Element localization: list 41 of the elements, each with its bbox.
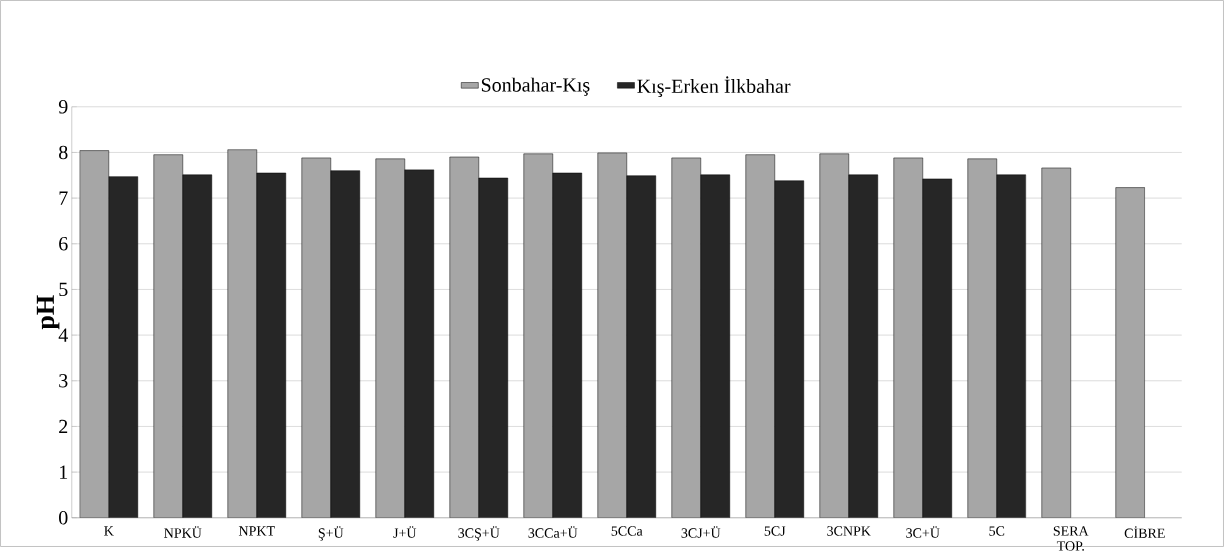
y-tick-label: 4 (58, 328, 68, 342)
bar (700, 174, 731, 518)
y-tick-label: 8 (59, 145, 68, 160)
x-tick-label: NPKÜ (164, 526, 202, 538)
y-tick-label: 9 (58, 100, 68, 114)
x-tick-label: 3CNPK (827, 526, 871, 536)
bar (922, 178, 953, 518)
x-tick-label: Ş+Ü (318, 526, 344, 541)
x-tick-label: 5CJ (764, 526, 786, 536)
bar (774, 180, 805, 518)
x-tick-label: J+Ü (393, 526, 417, 538)
x-tick-label: 3CJ+Ü (681, 526, 721, 538)
y-tick-label: 5 (59, 282, 68, 297)
x-tick-label: SERA TOP. (1053, 526, 1089, 551)
y-tick-label: 7 (59, 191, 68, 205)
x-tick-label: 3CŞ+Ü (458, 526, 500, 541)
x-tick-label: CİBRE (1124, 526, 1165, 538)
x-tick-label: 3C+Ü (906, 526, 940, 538)
y-axis-title: pH (36, 295, 60, 330)
x-tick-label: 3CCa+Ü (528, 526, 578, 538)
x-tick-label: 5C (989, 526, 1005, 536)
bar (330, 170, 361, 518)
bar (404, 169, 435, 518)
x-tick-label: 5CCa (611, 526, 643, 536)
bar (848, 174, 879, 518)
y-tick-label: 2 (59, 419, 68, 433)
y-tick-label: 1 (60, 465, 68, 479)
legend-label: Kış-Erken İlkbahar (637, 76, 791, 98)
bar (256, 172, 287, 518)
bar (478, 177, 509, 518)
legend-label: Sonbahar-Kış (481, 77, 590, 96)
bar (182, 174, 213, 518)
y-tick-label: 0 (59, 510, 68, 525)
y-tick-label: 3 (59, 374, 68, 388)
y-tick-label: 6 (59, 237, 68, 251)
x-tick-label: NPKT (238, 526, 275, 536)
x-tick-label: K (104, 526, 114, 536)
bar (108, 176, 139, 518)
bar (996, 174, 1027, 518)
bar (626, 175, 657, 518)
bar (552, 172, 583, 518)
